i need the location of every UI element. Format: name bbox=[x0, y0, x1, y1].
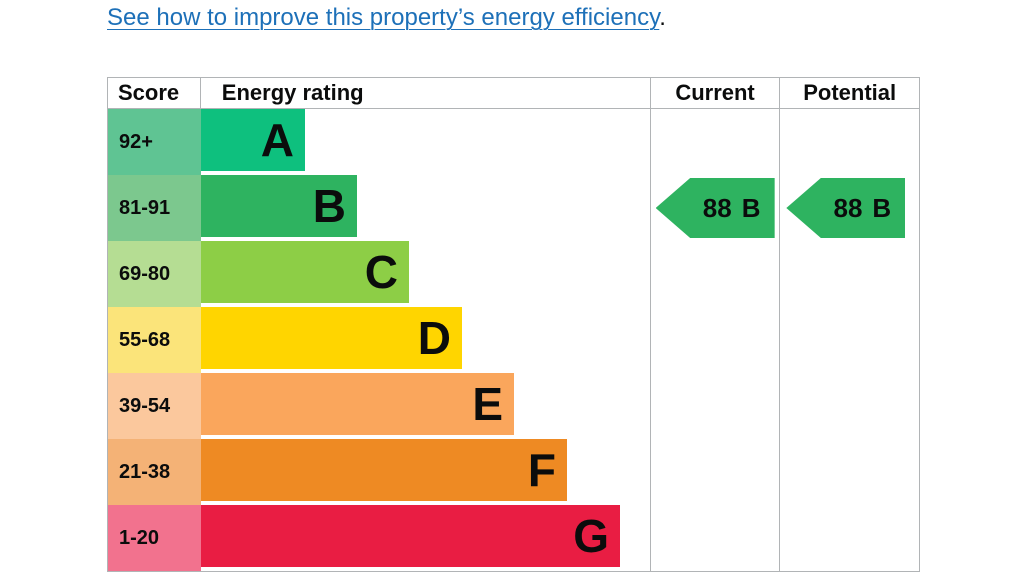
link-line: See how to improve this property’s energ… bbox=[107, 3, 666, 33]
potential-rating-arrow: 88 B bbox=[786, 178, 906, 238]
link-period: . bbox=[659, 4, 666, 31]
band-bar-c: C bbox=[201, 241, 409, 303]
table-header-row: Score Energy rating Current Potential bbox=[108, 78, 919, 109]
band-bar-d: D bbox=[201, 307, 462, 369]
header-energy-rating: Energy rating bbox=[221, 80, 364, 105]
score-cell-d: 55-68 bbox=[108, 307, 201, 373]
band-bar-b: B bbox=[201, 175, 357, 237]
current-rating-arrow: 88 B bbox=[655, 178, 775, 238]
energy-rating-table: Score Energy rating Current Potential 92… bbox=[107, 77, 920, 572]
score-cell-a: 92+ bbox=[108, 109, 201, 175]
band-row-e: 39-54 E bbox=[108, 373, 650, 439]
improve-efficiency-link[interactable]: See how to improve this property’s energ… bbox=[107, 4, 660, 31]
band-row-c: 69-80 C bbox=[108, 241, 650, 307]
band-bar-a: A bbox=[201, 109, 305, 171]
score-cell-c: 69-80 bbox=[108, 241, 201, 307]
current-column: 88 B bbox=[649, 109, 780, 571]
band-row-a: 92+ A bbox=[108, 109, 650, 175]
band-row-f: 21-38 F bbox=[108, 439, 650, 505]
score-cell-b: 81-91 bbox=[108, 175, 201, 241]
band-row-g: 1-20 G bbox=[108, 505, 650, 571]
current-rating-arrow-band-letter: B bbox=[741, 192, 761, 223]
score-cell-e: 39-54 bbox=[108, 373, 201, 439]
current-rating-arrow-value: 88 bbox=[702, 192, 732, 223]
potential-rating-arrow-value: 88 bbox=[833, 192, 863, 223]
header-potential: Potential bbox=[779, 78, 919, 108]
potential-rating-arrow-band-letter: B bbox=[872, 192, 892, 223]
score-cell-f: 21-38 bbox=[108, 439, 201, 505]
header-current: Current bbox=[649, 78, 780, 108]
bands-area: 92+ A 81-91 B 69-80 C 55-68 D 39-54 E 21-38 F 1-20 G bbox=[108, 109, 650, 571]
score-cell-g: 1-20 bbox=[108, 505, 201, 571]
potential-column: 88 B bbox=[779, 109, 919, 571]
table-body: 92+ A 81-91 B 69-80 C 55-68 D 39-54 E 21-38 F 1-20 G … bbox=[108, 109, 919, 571]
band-bar-g: G bbox=[201, 505, 620, 567]
band-bar-f: F bbox=[201, 439, 567, 501]
band-row-b: 81-91 B bbox=[108, 175, 650, 241]
band-bar-e: E bbox=[201, 373, 514, 435]
band-row-d: 55-68 D bbox=[108, 307, 650, 373]
header-score: Score bbox=[108, 78, 201, 108]
